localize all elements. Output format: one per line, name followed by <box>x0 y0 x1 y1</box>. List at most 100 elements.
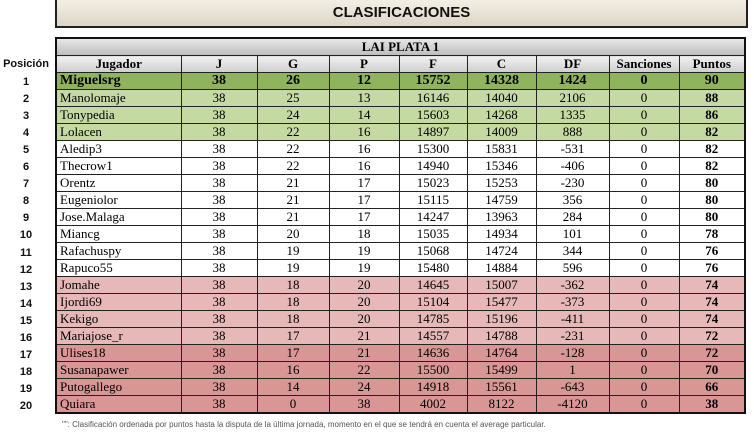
cell-c: 15831 <box>466 140 537 158</box>
player-name: Orentz <box>55 174 182 192</box>
cell-g: 24 <box>256 106 330 124</box>
cell-puntos: 76 <box>678 259 746 277</box>
position-number: 10 <box>19 229 33 242</box>
column-header-c: C <box>466 55 537 73</box>
cell-f: 14247 <box>398 208 468 226</box>
cell-sanciones: 0 <box>608 174 680 192</box>
position-number: 17 <box>19 348 33 361</box>
cell-sanciones: 0 <box>608 89 680 107</box>
cell-p: 21 <box>328 344 400 362</box>
cell-f: 15023 <box>398 174 468 192</box>
page-title-banner: CLASIFICACIONES <box>55 0 748 28</box>
position-number: 4 <box>22 127 30 140</box>
cell-df: 596 <box>535 259 610 277</box>
cell-j: 38 <box>180 293 258 311</box>
cell-sanciones: 0 <box>608 276 680 294</box>
position-number: 3 <box>22 110 30 123</box>
column-header-df: DF <box>535 55 610 73</box>
cell-g: 18 <box>256 310 330 328</box>
cell-sanciones: 0 <box>608 395 680 414</box>
cell-sanciones: 0 <box>608 225 680 243</box>
cell-j: 38 <box>180 395 258 414</box>
cell-j: 38 <box>180 259 258 277</box>
player-name: Jose.Malaga <box>55 208 182 226</box>
position-number: 16 <box>19 331 33 344</box>
cell-sanciones: 0 <box>608 378 680 396</box>
position-number: 9 <box>22 212 30 225</box>
cell-sanciones: 0 <box>608 327 680 345</box>
column-header-sanciones: Sanciones <box>608 55 680 73</box>
cell-j: 38 <box>180 174 258 192</box>
table-row: Miancg 38 20 18 15035 14934 101 0 78 <box>55 225 746 243</box>
cell-f: 4002 <box>398 395 468 414</box>
cell-sanciones: 0 <box>608 72 680 90</box>
cell-f: 15115 <box>398 191 468 209</box>
table-row: Tonypedia 38 24 14 15603 14268 1335 0 86 <box>55 106 746 124</box>
cell-c: 13963 <box>466 208 537 226</box>
cell-f: 14557 <box>398 327 468 345</box>
player-name: Kekigo <box>55 310 182 328</box>
table-row: Thecrow1 38 22 16 14940 15346 -406 0 82 <box>55 157 746 175</box>
cell-j: 38 <box>180 140 258 158</box>
player-name: Aledip3 <box>55 140 182 158</box>
cell-df: -128 <box>535 344 610 362</box>
cell-g: 19 <box>256 242 330 260</box>
cell-puntos: 72 <box>678 327 746 345</box>
position-number: 20 <box>19 399 33 412</box>
cell-c: 15499 <box>466 361 537 379</box>
cell-puntos: 80 <box>678 208 746 226</box>
player-name: Miguelsrg <box>55 72 182 90</box>
cell-p: 17 <box>328 174 400 192</box>
cell-puntos: 82 <box>678 123 746 141</box>
cell-g: 17 <box>256 327 330 345</box>
column-header-g: G <box>256 55 330 73</box>
cell-sanciones: 0 <box>608 361 680 379</box>
cell-p: 20 <box>328 293 400 311</box>
player-name: Ijordi69 <box>55 293 182 311</box>
page-title: CLASIFICACIONES <box>332 4 471 21</box>
cell-puntos: 74 <box>678 310 746 328</box>
cell-p: 20 <box>328 310 400 328</box>
cell-g: 0 <box>256 395 330 414</box>
cell-df: -4120 <box>535 395 610 414</box>
cell-f: 14897 <box>398 123 468 141</box>
cell-puntos: 90 <box>678 72 746 90</box>
cell-p: 24 <box>328 378 400 396</box>
cell-f: 15752 <box>398 72 468 90</box>
table-row: Rapuco55 38 19 19 15480 14884 596 0 76 <box>55 259 746 277</box>
cell-puntos: 70 <box>678 361 746 379</box>
cell-f: 15300 <box>398 140 468 158</box>
cell-df: -373 <box>535 293 610 311</box>
column-header-jugador: Jugador <box>55 55 182 73</box>
cell-c: 14788 <box>466 327 537 345</box>
cell-sanciones: 0 <box>608 157 680 175</box>
cell-sanciones: 0 <box>608 344 680 362</box>
table-row: Lolacen 38 22 16 14897 14009 888 0 82 <box>55 123 746 141</box>
cell-p: 19 <box>328 259 400 277</box>
cell-df: 284 <box>535 208 610 226</box>
cell-puntos: 82 <box>678 157 746 175</box>
cell-f: 16146 <box>398 89 468 107</box>
table-row: Rafachuspy 38 19 19 15068 14724 344 0 76 <box>55 242 746 260</box>
cell-puntos: 80 <box>678 191 746 209</box>
cell-g: 21 <box>256 191 330 209</box>
standings-table: LAI PLATA 1 Jugador J G P F C DF Sanciones Punto… <box>55 37 746 414</box>
player-name: Rapuco55 <box>55 259 182 277</box>
table-row: Kekigo 38 18 20 14785 15196 -411 0 74 <box>55 310 746 328</box>
cell-sanciones: 0 <box>608 242 680 260</box>
cell-df: 888 <box>535 123 610 141</box>
column-header-puntos: Puntos <box>678 55 746 73</box>
cell-df: 1 <box>535 361 610 379</box>
cell-f: 15068 <box>398 242 468 260</box>
table-row: Quiara 38 0 38 4002 8122 -4120 0 38 <box>55 395 746 414</box>
cell-j: 38 <box>180 89 258 107</box>
position-number: 6 <box>22 161 30 174</box>
cell-j: 38 <box>180 72 258 90</box>
position-number: 12 <box>19 263 33 276</box>
cell-puntos: 76 <box>678 242 746 260</box>
player-name: Putogallego <box>55 378 182 396</box>
table-row: Mariajose_r 38 17 21 14557 14788 -231 0 72 <box>55 327 746 345</box>
cell-c: 15253 <box>466 174 537 192</box>
cell-sanciones: 0 <box>608 293 680 311</box>
column-headers: Jugador J G P F C DF Sanciones Puntos <box>55 55 746 73</box>
